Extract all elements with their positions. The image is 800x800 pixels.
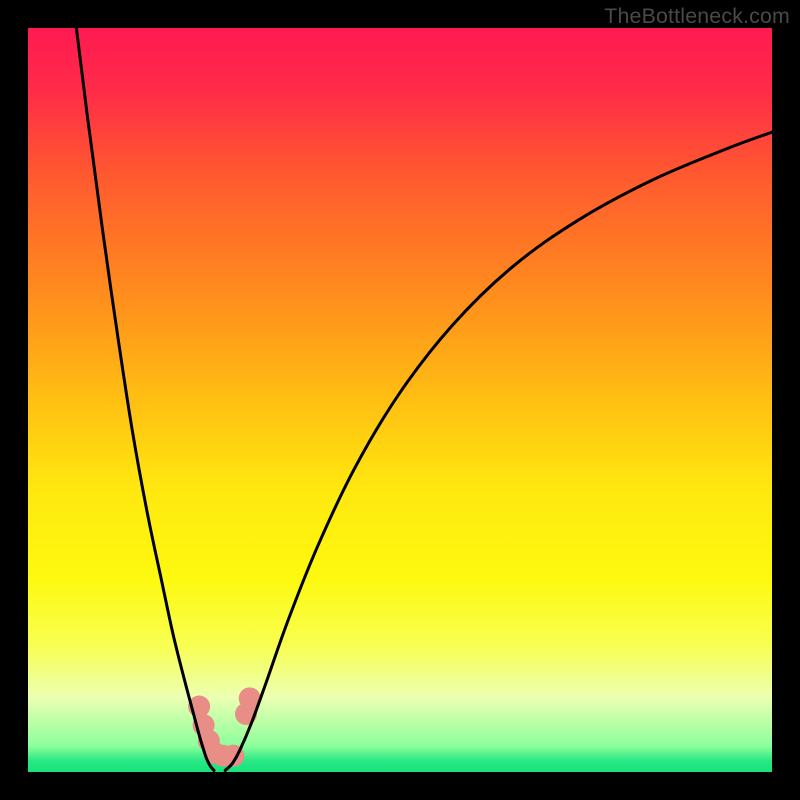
watermark-text: TheBottleneck.com: [604, 4, 790, 29]
gradient-background: [28, 28, 772, 772]
chart-svg: [28, 28, 772, 772]
plot-area: [28, 28, 772, 772]
chart-frame: TheBottleneck.com: [0, 0, 800, 800]
